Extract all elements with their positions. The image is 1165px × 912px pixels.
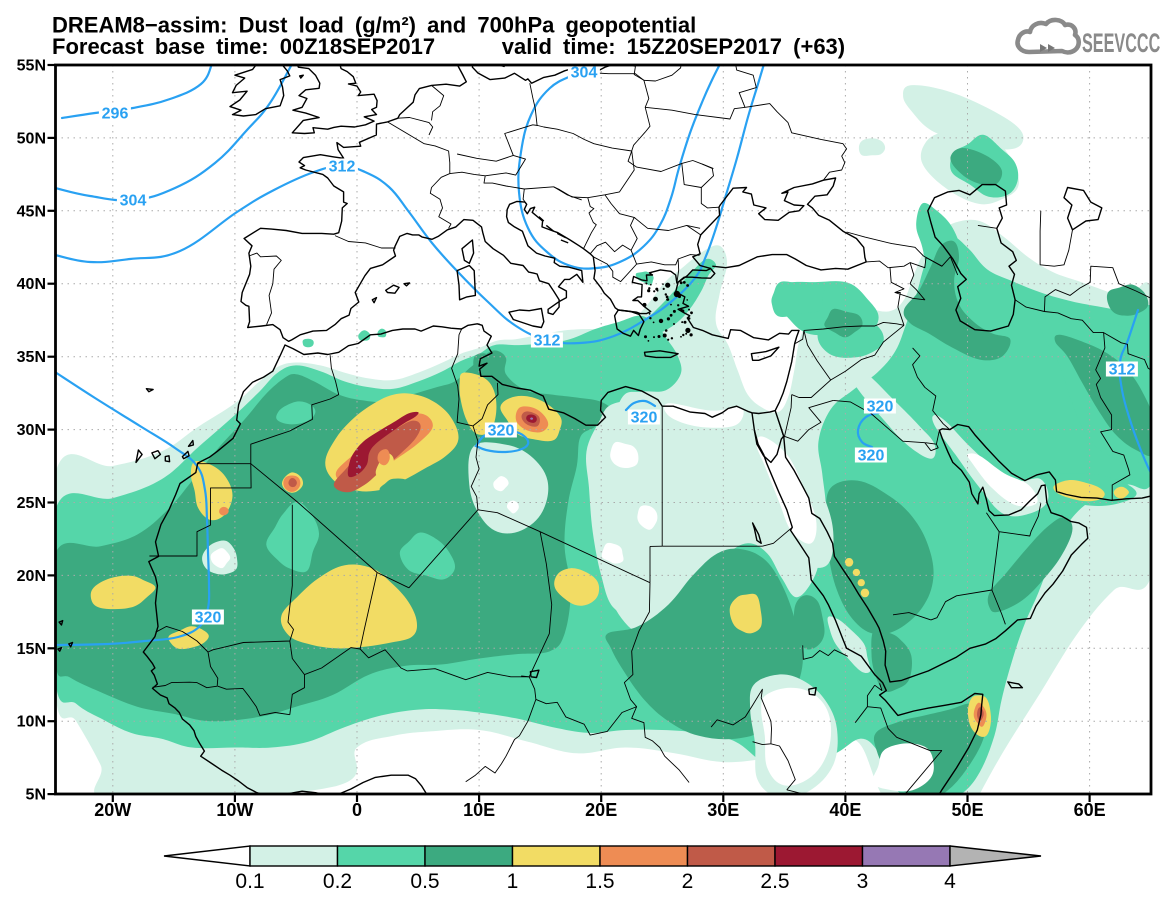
svg-text:20N: 20N: [17, 568, 46, 585]
svg-text:312: 312: [534, 333, 561, 350]
svg-text:35N: 35N: [17, 349, 46, 366]
svg-text:4: 4: [944, 870, 956, 893]
svg-text:304: 304: [120, 193, 147, 210]
svg-text:20E: 20E: [585, 800, 617, 820]
svg-text:320: 320: [867, 399, 894, 416]
svg-text:304: 304: [571, 65, 598, 82]
svg-text:50N: 50N: [17, 130, 46, 147]
svg-text:320: 320: [195, 610, 222, 627]
svg-text:50E: 50E: [951, 800, 983, 820]
svg-text:10N: 10N: [17, 714, 46, 731]
svg-text:296: 296: [102, 106, 129, 123]
svg-text:5N: 5N: [26, 787, 46, 804]
svg-text:15N: 15N: [17, 641, 46, 658]
svg-text:60E: 60E: [1074, 800, 1106, 820]
svg-text:3: 3: [857, 870, 869, 893]
svg-text:0: 0: [352, 800, 362, 820]
svg-text:0.2: 0.2: [323, 870, 352, 893]
svg-text:320: 320: [858, 448, 885, 465]
svg-text:312: 312: [1109, 362, 1136, 379]
svg-text:0.1: 0.1: [235, 870, 264, 893]
svg-text:30E: 30E: [707, 800, 739, 820]
svg-text:Forecast base time: 00Z18SEP20: Forecast base time: 00Z18SEP2017 valid t…: [52, 34, 845, 59]
svg-text:30N: 30N: [17, 422, 46, 439]
svg-text:SEEVCCC: SEEVCCC: [1082, 28, 1160, 58]
svg-text:20W: 20W: [94, 800, 131, 820]
svg-text:25N: 25N: [17, 495, 46, 512]
svg-text:DREAM8−assim: Dust load (g/m²): DREAM8−assim: Dust load (g/m²) and 700hP…: [52, 13, 696, 38]
svg-text:2: 2: [682, 870, 694, 893]
svg-text:312: 312: [329, 159, 356, 176]
svg-text:40N: 40N: [17, 276, 46, 293]
svg-text:2.5: 2.5: [760, 870, 789, 893]
svg-text:10W: 10W: [216, 800, 253, 820]
svg-text:1.5: 1.5: [585, 870, 614, 893]
svg-text:45N: 45N: [17, 203, 46, 220]
svg-text:40E: 40E: [829, 800, 861, 820]
svg-text:10E: 10E: [463, 800, 495, 820]
svg-text:0.5: 0.5: [410, 870, 439, 893]
svg-text:1: 1: [507, 870, 519, 893]
svg-text:320: 320: [488, 423, 515, 440]
svg-text:55N: 55N: [17, 58, 46, 75]
svg-text:320: 320: [631, 410, 658, 427]
